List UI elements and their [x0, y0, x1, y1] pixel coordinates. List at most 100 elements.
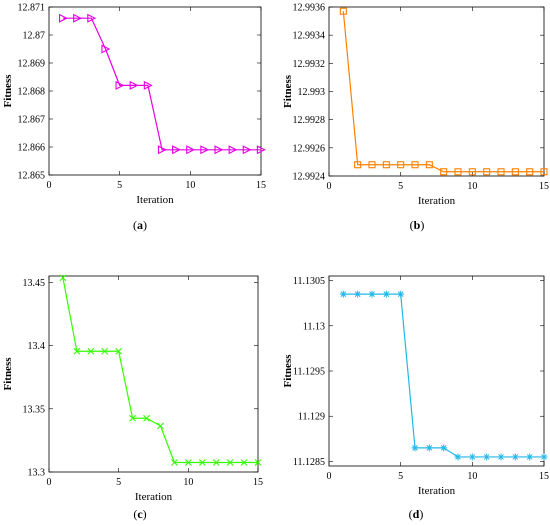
x-tick-label: 0 — [327, 471, 332, 482]
panel-caption: (c) — [133, 507, 146, 521]
x-tick-label: 5 — [116, 477, 121, 488]
chart-panel-a: 0 5 10 15 12.865 12.866 12.867 12.868 12.869 12.8… — [2, 3, 266, 233]
data-point — [425, 444, 433, 452]
y-tick-label: 11.13 — [303, 321, 325, 332]
y-tick-label: 12.9924 — [293, 172, 326, 183]
x-tick-label: 15 — [539, 471, 549, 482]
y-tick-label: 12.9928 — [293, 115, 326, 126]
y-tick-label: 12.866 — [18, 143, 46, 154]
y-tick-label: 12.869 — [18, 59, 46, 70]
chart-panel-d: 0 5 10 15 11.1285 11.129 11.1295 11.13 11.1305 It… — [282, 275, 549, 521]
data-point — [87, 13, 97, 23]
series-line — [62, 277, 258, 464]
y-tick-label: 12.9926 — [293, 143, 326, 154]
series-line — [63, 17, 261, 151]
data-point — [526, 453, 534, 461]
data-point — [186, 145, 196, 155]
plot-frame — [328, 275, 545, 467]
data-point — [382, 161, 390, 169]
plot-frame — [328, 6, 545, 177]
data-point — [226, 459, 234, 466]
data-point — [115, 80, 125, 90]
data-point — [242, 145, 252, 155]
panel-caption: (b) — [410, 218, 425, 232]
data-point — [256, 145, 266, 155]
data-point — [157, 145, 167, 155]
x-tick-label: 5 — [398, 471, 403, 482]
x-axis-title: Iteration — [135, 491, 173, 503]
plot-frame — [48, 275, 259, 473]
data-point — [526, 168, 534, 176]
data-point — [511, 168, 519, 176]
data-point — [483, 168, 491, 176]
data-point — [497, 453, 505, 461]
data-point — [540, 168, 548, 176]
x-tick-label: 10 — [467, 471, 477, 482]
data-point — [454, 168, 462, 176]
y-tick-label: 12.9936 — [293, 3, 326, 14]
data-point — [483, 453, 491, 461]
y-axis-title: Fitness — [2, 357, 14, 391]
y-tick-label: 12.993 — [298, 87, 326, 98]
data-point — [411, 444, 419, 452]
y-tick-label: 12.865 — [18, 171, 46, 182]
y-tick-label: 12.868 — [18, 87, 46, 98]
y-axis-title: Fitness — [282, 74, 294, 108]
series-line — [343, 293, 544, 458]
data-point — [354, 161, 362, 169]
data-point — [368, 161, 376, 169]
x-tick-label: 5 — [398, 181, 403, 192]
data-point — [354, 290, 362, 298]
series-line — [342, 11, 544, 173]
data-point — [368, 290, 376, 298]
data-point — [198, 459, 206, 466]
y-tick-label: 12.871 — [18, 3, 46, 14]
y-tick-label: 13.35 — [23, 404, 46, 415]
y-axis-title: Fitness — [282, 354, 294, 388]
data-point — [73, 13, 83, 23]
x-axis-title: Iteration — [418, 195, 456, 207]
data-point — [382, 290, 390, 298]
y-tick-label: 11.129 — [298, 412, 325, 423]
data-point — [228, 145, 238, 155]
data-point — [511, 453, 519, 461]
y-tick-label: 11.1285 — [293, 457, 325, 468]
panel-caption: (a) — [133, 218, 147, 232]
data-point — [129, 80, 139, 90]
data-point — [59, 274, 67, 282]
y-tick-label: 13.3 — [28, 468, 46, 479]
x-tick-label: 15 — [253, 477, 263, 488]
data-point — [101, 347, 109, 355]
panel-caption: (d) — [409, 507, 424, 521]
data-point — [200, 145, 210, 155]
x-tick-label: 15 — [539, 181, 549, 192]
data-point — [171, 459, 178, 466]
data-point — [143, 80, 153, 90]
data-point — [58, 13, 68, 23]
y-tick-label: 12.9932 — [293, 59, 326, 70]
data-point — [214, 145, 224, 155]
data-point — [454, 453, 462, 461]
x-axis-title: Iteration — [418, 485, 456, 497]
data-point — [172, 145, 182, 155]
y-tick-label: 11.1305 — [293, 276, 325, 287]
data-point — [397, 161, 405, 169]
data-point — [397, 290, 405, 298]
x-tick-label: 10 — [183, 477, 193, 488]
x-tick-label: 0 — [47, 180, 52, 191]
data-point — [115, 347, 123, 355]
x-axis-title: Iteration — [136, 194, 174, 206]
data-point — [184, 459, 192, 466]
data-point — [73, 347, 81, 355]
data-point — [339, 290, 347, 298]
data-point — [339, 7, 347, 15]
x-tick-label: 0 — [47, 477, 52, 488]
data-point — [411, 161, 419, 169]
y-tick-label: 12.87 — [23, 31, 46, 42]
y-tick-label: 12.9934 — [293, 31, 326, 42]
data-point — [129, 414, 136, 422]
data-point — [540, 453, 548, 461]
x-tick-label: 5 — [117, 180, 122, 191]
y-axis-title: Fitness — [2, 74, 14, 108]
